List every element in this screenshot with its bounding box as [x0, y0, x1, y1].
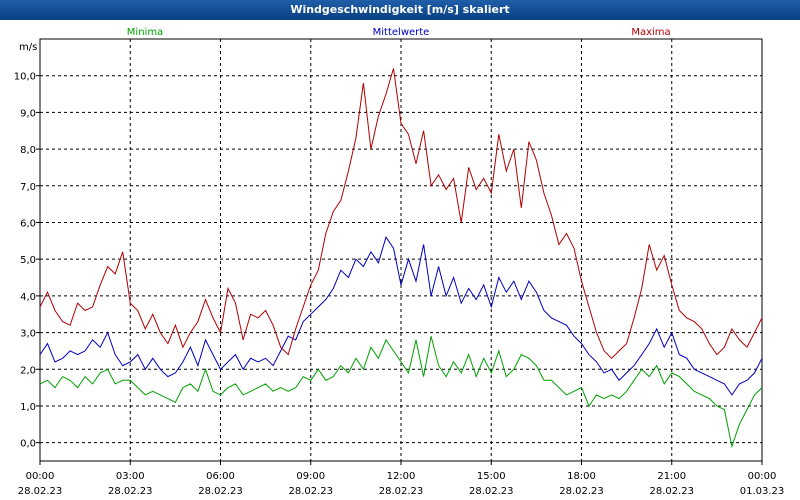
series-lines: [39, 68, 763, 449]
x-tick-time: 00:00: [748, 471, 777, 482]
y-tick-label: 2,0: [20, 365, 36, 376]
x-tick-time: 00:00: [26, 471, 55, 482]
x-tick-time: 06:00: [206, 471, 235, 482]
x-tick-date: 28.02.23: [559, 486, 604, 497]
legend-entry: Mittelwerte: [373, 27, 430, 38]
y-tick-label: 6,0: [20, 218, 36, 229]
x-tick-date: 28.02.23: [198, 486, 243, 497]
legend-entry: Minima: [127, 27, 163, 38]
x-tick-date: 28.02.23: [379, 486, 424, 497]
x-tick-time: 15:00: [477, 471, 506, 482]
gridlines: [40, 39, 762, 461]
y-tick-label: 1,0: [20, 402, 36, 413]
y-tick-label: 4,0: [20, 292, 36, 303]
x-tick-date: 28.02.23: [288, 486, 333, 497]
chart-title: Windgeschwindigkeit [m/s] skaliert: [0, 0, 800, 20]
legend: Minima Mittelwerte Maxima: [127, 27, 671, 38]
series-line: [39, 236, 763, 396]
series-line: [39, 336, 763, 449]
y-tick-label: 8,0: [20, 145, 36, 156]
y-tick-label: 0,0: [20, 439, 36, 450]
x-tick-date: 28.02.23: [649, 486, 694, 497]
x-tick-time: 03:00: [116, 471, 145, 482]
y-tick-label: 5,0: [20, 255, 36, 266]
x-tick-time: 09:00: [296, 471, 325, 482]
y-tick-label: 7,0: [20, 182, 36, 193]
x-tick-time: 18:00: [567, 471, 596, 482]
y-ticks: 0,0 1,0 2,0 3,0 4,0 5,0 6,0 7,0 8,0 9,0 10,0: [14, 72, 40, 450]
y-tick-label: 3,0: [20, 329, 36, 340]
x-tick-date: 28.02.23: [469, 486, 514, 497]
x-tick-date: 28.02.23: [18, 486, 63, 497]
x-ticks: 00:00 28.02.23 03:00 28.02.23 06:00 28.02.23 0…: [18, 461, 785, 497]
y-tick-label: 9,0: [20, 108, 36, 119]
x-tick-date: 28.02.23: [108, 486, 153, 497]
legend-entry: Maxima: [631, 27, 670, 38]
series-line: [39, 68, 763, 360]
x-tick-date: 01.03.23: [740, 486, 785, 497]
x-tick-time: 12:00: [387, 471, 416, 482]
y-tick-label: 10,0: [14, 72, 36, 83]
y-axis-label: m/s: [19, 42, 37, 53]
x-tick-time: 21:00: [657, 471, 686, 482]
